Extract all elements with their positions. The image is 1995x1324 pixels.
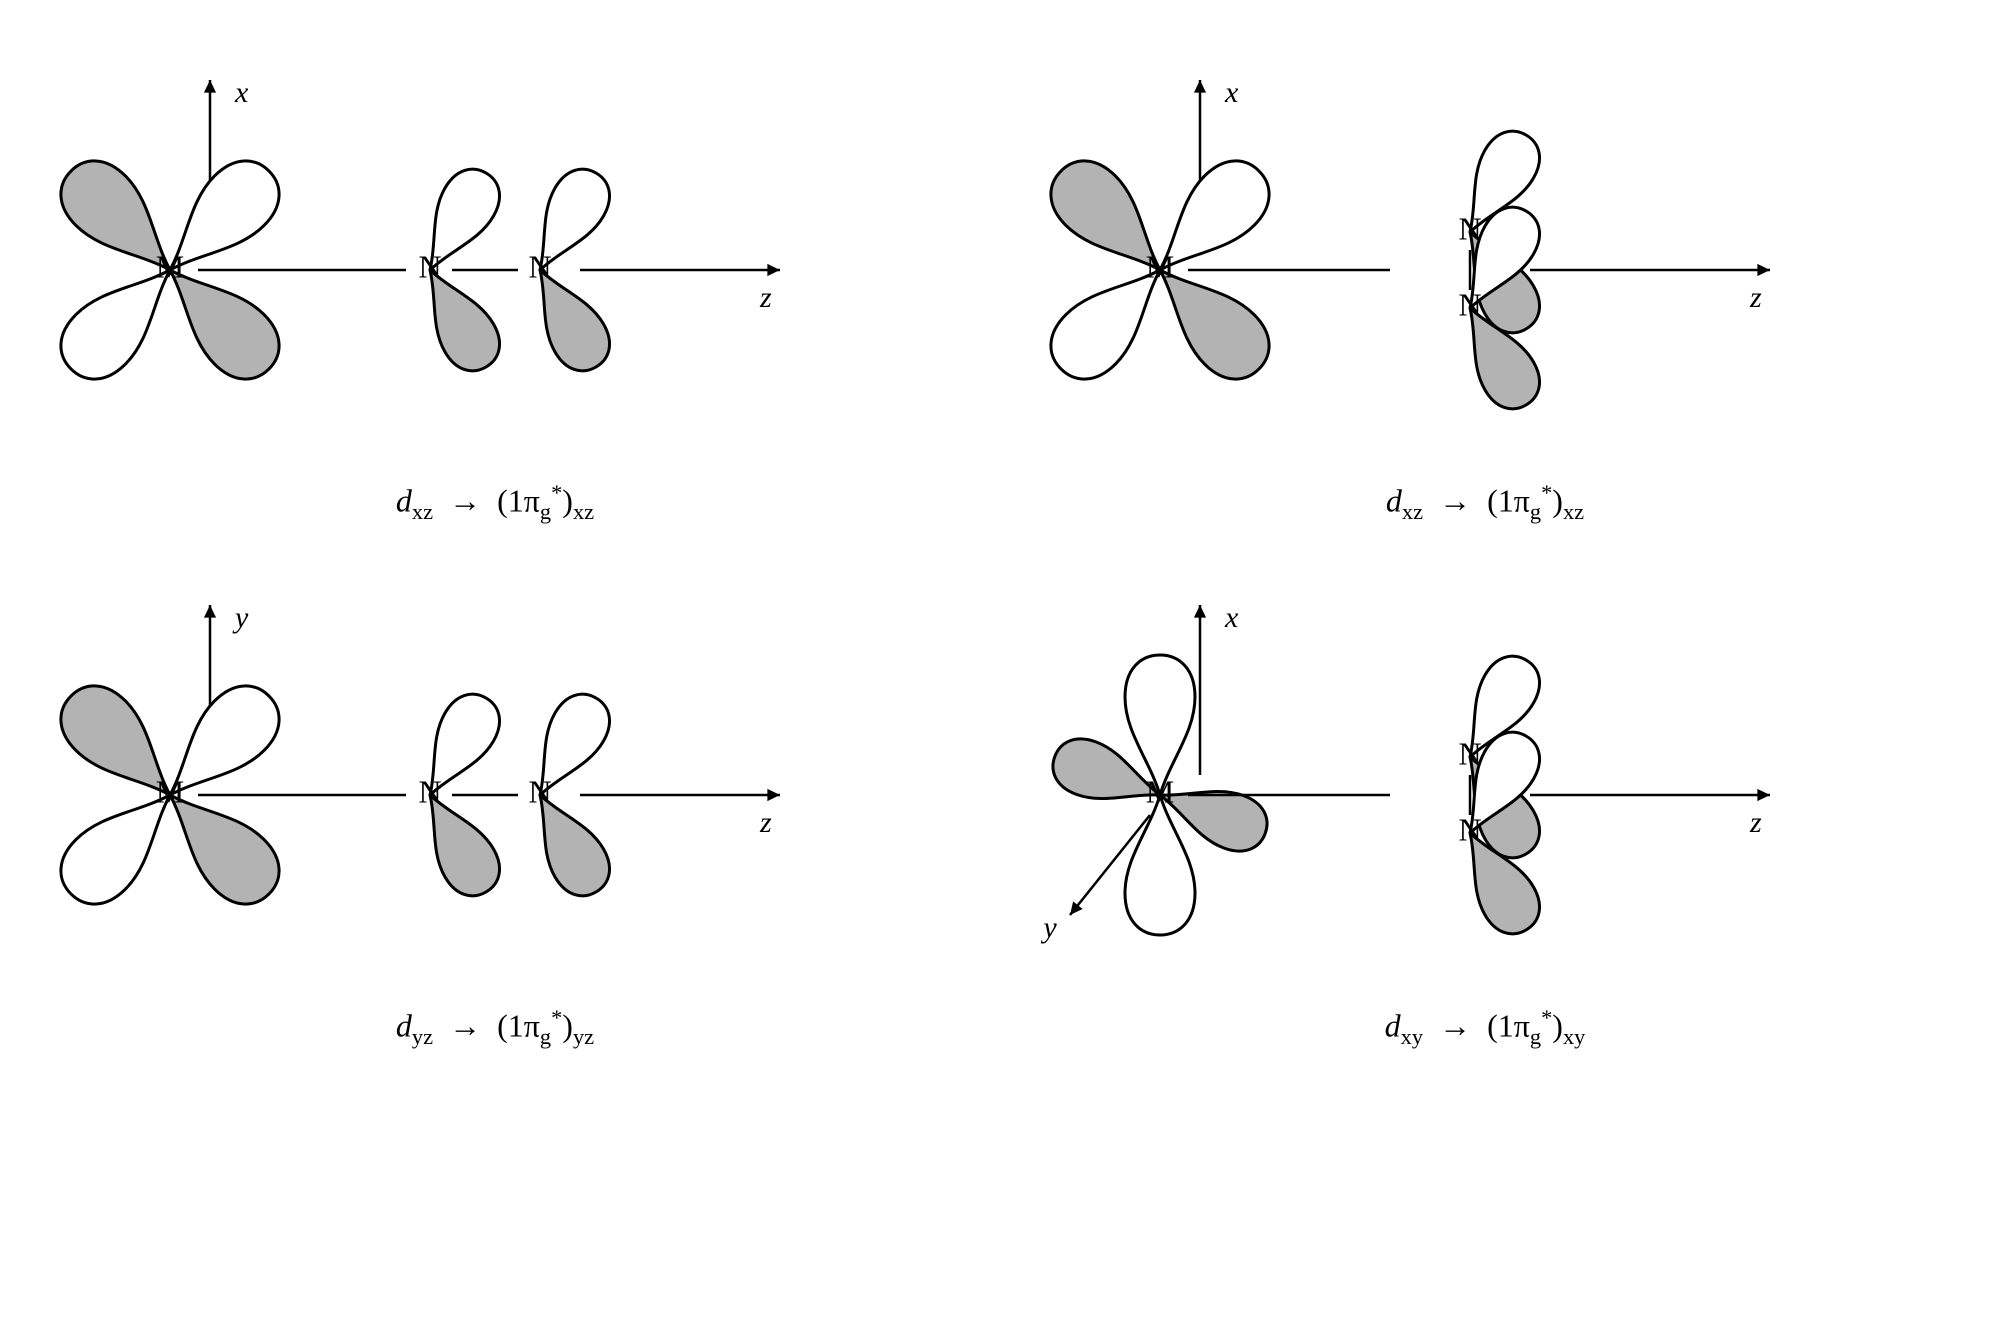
caption-br: dxy → (1πg*)xy <box>1030 1005 1940 1050</box>
svg-text:z: z <box>1749 806 1762 839</box>
svg-text:z: z <box>759 806 772 839</box>
panel-bl: y z M N N dyz → (1πg*)yz <box>40 565 950 1050</box>
svg-text:N: N <box>1458 286 1481 322</box>
svg-text:z: z <box>759 281 772 314</box>
svg-text:M: M <box>1146 773 1174 809</box>
svg-text:M: M <box>156 773 184 809</box>
svg-text:x: x <box>1224 76 1239 109</box>
svg-text:N: N <box>528 773 551 809</box>
caption-bl: dyz → (1πg*)yz <box>40 1005 950 1050</box>
svg-text:N: N <box>418 248 441 284</box>
caption-tr: dxz → (1πg*)xz <box>1030 480 1940 525</box>
svg-text:N: N <box>1458 811 1481 847</box>
caption-tl: dxz → (1πg*)xz <box>40 480 950 525</box>
svg-text:z: z <box>1749 281 1762 314</box>
svg-text:M: M <box>156 248 184 284</box>
svg-text:M: M <box>1146 248 1174 284</box>
svg-text:y: y <box>232 601 249 634</box>
svg-text:x: x <box>234 76 249 109</box>
panel-tr: xzMNN dxz → (1πg*)xz <box>1030 40 1940 525</box>
svg-text:y: y <box>1040 911 1057 944</box>
panel-tl: x z M N N dxz → (1πg*)xz <box>40 40 950 525</box>
panel-br: xzyMNN dxy → (1πg*)xy <box>1030 565 1940 1050</box>
svg-text:N: N <box>528 248 551 284</box>
svg-text:x: x <box>1224 601 1239 634</box>
diagram-grid: x z M N N dxz → (1πg*)xz x z M N N dxz → (1πg*)x… <box>40 40 1940 1050</box>
svg-text:N: N <box>418 773 441 809</box>
